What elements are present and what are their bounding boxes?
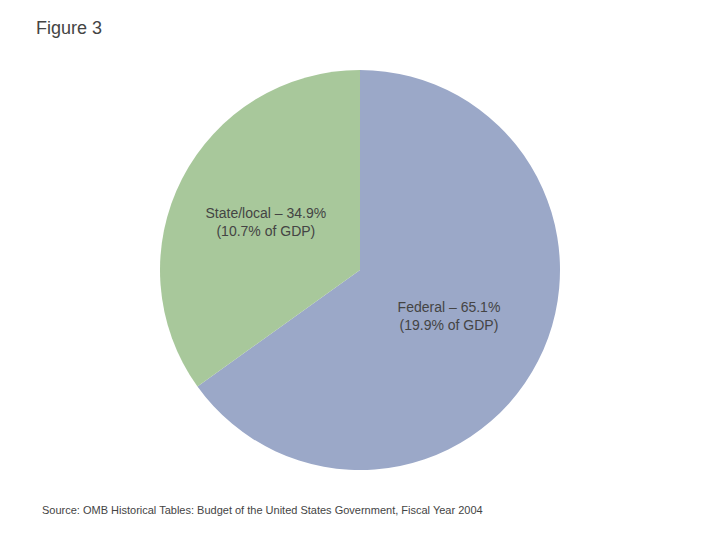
svg-text:State/local – 34.9%(10.7% of G: State/local – 34.9%(10.7% of GDP): [206, 205, 327, 239]
svg-text:Figure 3: Figure 3: [36, 18, 102, 38]
svg-text:Federal – 65.1%(19.9% of GDP): Federal – 65.1%(19.9% of GDP): [398, 299, 501, 333]
svg-text:Source: OMB Historical Tables:: Source: OMB Historical Tables: Budget of…: [42, 504, 483, 516]
